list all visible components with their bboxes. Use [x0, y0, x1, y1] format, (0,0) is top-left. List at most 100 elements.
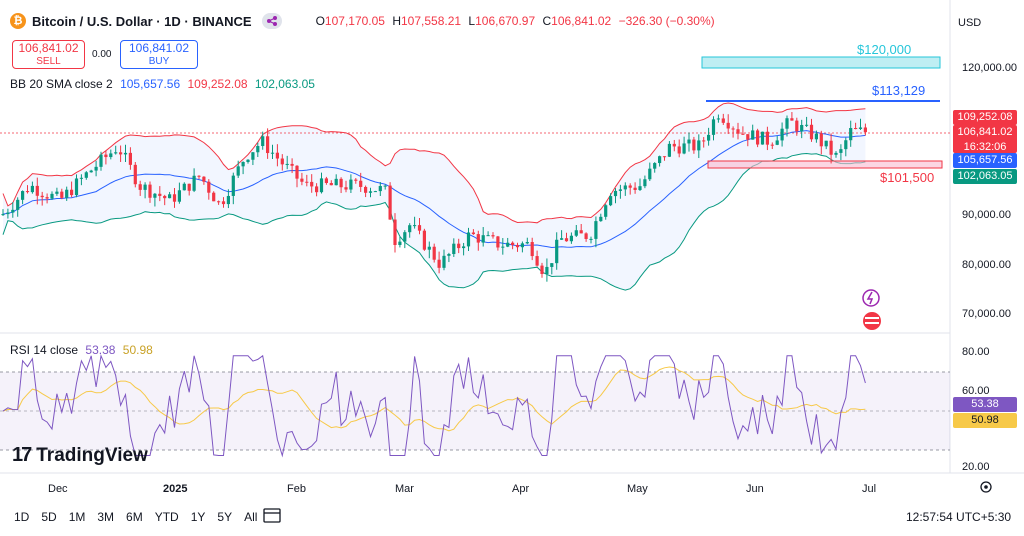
candle-body: [667, 143, 671, 157]
candle-body: [707, 134, 711, 141]
symbol-header: ₿ Bitcoin / U.S. Dollar · 1D · BINANCE O…: [10, 13, 719, 29]
low-label: L: [468, 14, 476, 28]
candle-body: [770, 144, 774, 146]
candle-body: [182, 183, 186, 191]
candle-body: [692, 139, 696, 151]
price-tick-120000: 120,000.00: [962, 62, 1018, 74]
candle-body: [471, 232, 475, 235]
candle-body: [515, 244, 520, 248]
candle-body: [751, 130, 755, 140]
candle-body: [207, 181, 211, 193]
candle-body: [217, 201, 221, 203]
candle-body: [726, 122, 730, 129]
currency-select[interactable]: USD: [958, 17, 982, 29]
candle-body: [270, 152, 275, 154]
price-tick-80000: 80,000.00: [962, 259, 1011, 271]
buy-label: BUY: [148, 56, 170, 67]
candle-body: [584, 233, 588, 239]
candle-body: [731, 128, 735, 130]
candle-body: [687, 139, 691, 144]
zone-101500: [707, 160, 943, 169]
candle-body: [819, 133, 823, 147]
candle-body: [662, 156, 667, 158]
candle-body: [824, 140, 828, 147]
tf-1y[interactable]: 1Y: [190, 510, 206, 524]
candle-body: [364, 186, 368, 193]
sell-button[interactable]: 106,841.02 SELL: [12, 40, 85, 69]
tf-5y[interactable]: 5Y: [217, 510, 233, 524]
candle-body: [373, 191, 377, 193]
label-120000: $120,000: [857, 42, 912, 57]
lightning-icon: [862, 289, 880, 307]
candle-body: [496, 236, 500, 248]
candle-body: [104, 154, 108, 158]
upper-band-badge: 109,252.08: [953, 110, 1017, 125]
spread-value: 0.00: [92, 49, 112, 60]
candle-body: [55, 191, 59, 194]
candle-body: [310, 181, 314, 187]
rsi-line: [2, 353, 866, 458]
tf-5d[interactable]: 5D: [41, 510, 57, 524]
candle-body: [599, 216, 603, 222]
candle-body: [6, 212, 10, 215]
change-value: −326.30 (−0.30%): [618, 14, 715, 28]
candle-body: [163, 195, 167, 199]
candle-body: [457, 243, 461, 249]
tf-1d[interactable]: 1D: [14, 510, 30, 524]
candle-body: [60, 191, 64, 198]
candle-body: [300, 178, 304, 182]
candle-body: [359, 180, 363, 187]
candle-body: [388, 185, 392, 220]
candle-body: [672, 143, 676, 147]
buy-price: 106,841.02: [128, 41, 190, 55]
candle-body: [756, 130, 760, 145]
price-tick-90000: 90,000.00: [962, 209, 1011, 221]
tf-3m[interactable]: 3M: [97, 510, 115, 524]
candle-body: [138, 184, 142, 190]
candle-body: [187, 183, 191, 191]
symbol-title[interactable]: Bitcoin / U.S. Dollar · 1D · BINANCE: [32, 13, 252, 29]
candle-body: [25, 191, 30, 193]
open-label: O: [315, 14, 325, 28]
candle-body: [158, 193, 162, 196]
rsi-ma-value: 50.98: [122, 343, 153, 357]
bb-legend[interactable]: BB 20 SMA close 2 105,657.56 109,252.08 …: [10, 77, 315, 91]
candle-body: [829, 140, 833, 155]
tf-ytd[interactable]: YTD: [154, 510, 179, 524]
candle-body: [677, 146, 681, 154]
candle-body: [305, 181, 309, 183]
candle-body: [408, 225, 412, 233]
time-tick-jul: Jul: [862, 483, 877, 495]
buy-button[interactable]: 106,841.02 BUY: [120, 40, 198, 69]
candle-body: [613, 190, 618, 197]
clock[interactable]: 12:57:54 UTC+5:30: [906, 510, 1012, 524]
tf-6m[interactable]: 6M: [126, 510, 143, 524]
bitcoin-icon: ₿: [10, 13, 26, 29]
candle-body: [520, 243, 524, 248]
candle-body: [555, 239, 559, 264]
time-tick-feb: Feb: [287, 483, 306, 495]
tf-1m[interactable]: 1M: [68, 510, 86, 524]
rsi-tick-20: 20.00: [962, 461, 990, 473]
timeframe-bar: 1D 5D 1M 3M 6M YTD 1Y 5Y All: [14, 510, 257, 524]
bar-countdown: 16:32:06: [963, 141, 1007, 153]
candle-body: [800, 124, 804, 132]
candle-body: [221, 201, 226, 205]
share-icon[interactable]: [261, 13, 282, 29]
rsi-legend[interactable]: RSI 14 close 53.38 50.98: [10, 343, 153, 357]
rsi-badge: 53.38: [953, 397, 1017, 412]
candle-body: [79, 177, 83, 179]
candle-body: [285, 163, 289, 165]
candle-body: [511, 242, 515, 245]
high-value: 107,558.21: [401, 14, 462, 28]
candle-body: [594, 221, 598, 239]
sell-label: SELL: [36, 56, 61, 67]
candle-body: [231, 175, 235, 196]
candle-body: [760, 131, 765, 145]
candlesticks: [1, 112, 867, 282]
candle-body: [133, 164, 137, 185]
tf-all[interactable]: All: [244, 510, 258, 524]
tradingview-logo: 17 TradingView: [12, 444, 148, 467]
candle-body: [89, 170, 93, 173]
